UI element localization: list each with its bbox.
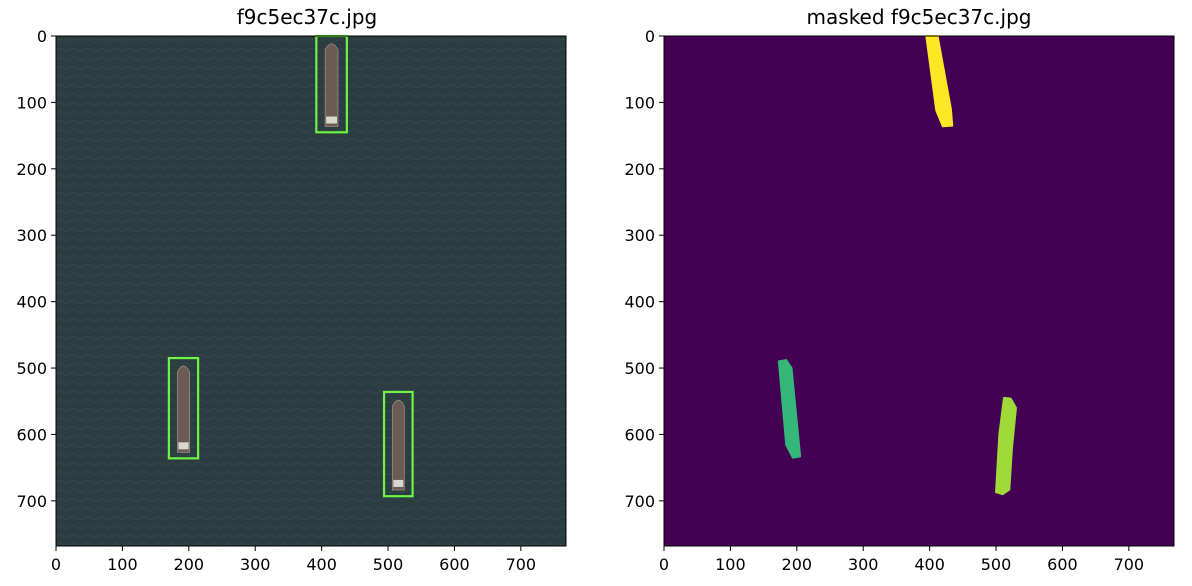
left-axis-ticks: 0 100 200 300 400 500 600 700 0 100 200 300 400 500 60… [16, 27, 536, 574]
left-axes-frame [55, 35, 567, 547]
right-x-tick-label: 400 [914, 555, 945, 574]
right-y-tick-label: 500 [624, 359, 655, 378]
left-x-tick-label: 300 [240, 555, 271, 574]
left-x-tick-label: 600 [439, 555, 470, 574]
right-x-tick-label: 100 [715, 555, 746, 574]
right-panel-title: masked f9c5ec37c.jpg [807, 5, 1032, 29]
right-y-tick-label: 0 [645, 27, 655, 46]
left-x-tick-label: 200 [174, 555, 205, 574]
left-y-tick-label: 400 [16, 293, 47, 312]
right-y-tick-label: 700 [624, 492, 655, 511]
right-x-tick-label: 300 [848, 555, 879, 574]
right-subplot: masked f9c5ec37c.jpg 0 100 200 300 400 500 600… [624, 5, 1175, 574]
right-axes-frame [663, 35, 1175, 547]
left-x-tick-label: 0 [51, 555, 61, 574]
ship-mask [777, 359, 802, 459]
right-x-tick-label: 700 [1114, 555, 1145, 574]
right-axis-ticks: 0 100 200 300 400 500 600 700 0 100 200 300 400 500 60… [624, 27, 1144, 574]
right-y-tick-label: 600 [624, 425, 655, 444]
left-y-tick-label: 0 [37, 27, 47, 46]
ship-hull [176, 365, 191, 453]
ship-mask [995, 396, 1017, 496]
left-water-texture [56, 36, 566, 546]
ship-layer [176, 43, 405, 491]
left-panel-title: f9c5ec37c.jpg [237, 5, 378, 29]
left-x-tick-label: 400 [306, 555, 337, 574]
ship-bridge [393, 479, 404, 487]
left-x-tick-label: 500 [373, 555, 404, 574]
left-y-tick-label: 100 [16, 93, 47, 112]
left-x-tick-label: 100 [107, 555, 138, 574]
right-x-tick-label: 200 [782, 555, 813, 574]
left-y-tick-label: 500 [16, 359, 47, 378]
right-y-tick-label: 200 [624, 160, 655, 179]
left-y-tick-label: 300 [16, 226, 47, 245]
right-x-tick-label: 500 [981, 555, 1012, 574]
left-y-tick-label: 600 [16, 425, 47, 444]
right-x-tick-label: 0 [659, 555, 669, 574]
ship-bridge [326, 116, 338, 124]
right-x-tick-label: 600 [1047, 555, 1078, 574]
mask-layer [777, 35, 1017, 496]
ship-bounding-box [382, 390, 414, 498]
right-mask-background [664, 36, 1174, 546]
ship-bridge [178, 442, 189, 450]
ship-bounding-box [167, 356, 200, 460]
right-y-tick-label: 100 [624, 93, 655, 112]
ship-hull [391, 399, 405, 491]
right-y-tick-label: 300 [624, 226, 655, 245]
left-y-tick-label: 700 [16, 492, 47, 511]
left-y-tick-label: 200 [16, 160, 47, 179]
right-y-tick-label: 400 [624, 293, 655, 312]
ship-hull [324, 43, 339, 127]
left-x-tick-label: 700 [506, 555, 537, 574]
left-subplot: f9c5ec37c.jpg 0 100 200 300 400 500 600 700 0 100… [16, 5, 567, 574]
